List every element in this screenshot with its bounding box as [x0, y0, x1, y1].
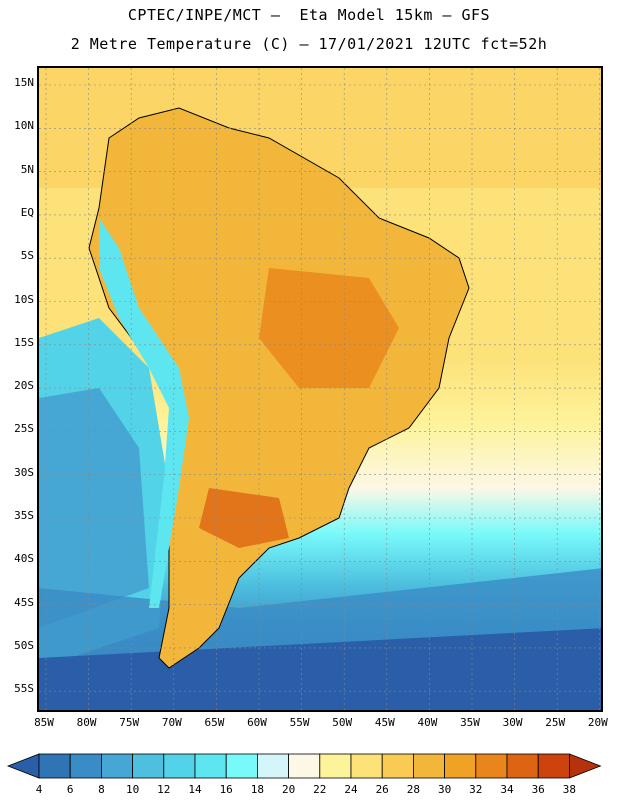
color-scale-bar [6, 753, 602, 779]
colorbar-tick-label: 22 [313, 783, 327, 796]
southern-ocean-deep [39, 628, 601, 710]
colorbar-segment [475, 753, 508, 779]
colorbar-segment [163, 753, 196, 779]
latitude-label: 20S [14, 379, 34, 393]
colorbar-segment [38, 753, 71, 779]
longitude-label: 30W [502, 716, 523, 729]
longitude-label: 25W [545, 716, 566, 729]
latitude-label: 55S [14, 682, 34, 696]
colorbar-segment [506, 753, 539, 779]
longitude-label: 75W [119, 716, 140, 729]
andes-cold-strip [99, 218, 189, 608]
longitude-label: 20W [587, 716, 608, 729]
colorbar-segment [319, 753, 352, 779]
colorbar-tick-label: 26 [375, 783, 389, 796]
colorbar-tick-label: 30 [437, 783, 452, 796]
latitude-label: 40S [14, 552, 34, 566]
latitude-label: 15S [14, 335, 34, 349]
colorbar-segment [381, 753, 414, 779]
latitude-label: 5N [20, 162, 34, 176]
longitude-label: 65W [204, 716, 225, 729]
colorbar-tick-label: 34 [500, 783, 514, 796]
longitude-label: 35W [460, 716, 480, 729]
colorbar-segment [350, 753, 383, 779]
map-panel [37, 66, 603, 712]
colorbar-tick-label: 28 [406, 783, 421, 796]
latitude-label: 50S [14, 638, 34, 652]
colorbar-tick-label: 16 [219, 783, 233, 796]
pacific-cold-core [39, 388, 149, 628]
colorbar-segment [537, 753, 570, 779]
longitude-label: 70W [161, 716, 182, 729]
latitude-label: 25S [14, 422, 34, 436]
colorbar-tick-label: 18 [250, 783, 265, 796]
colorbar-segment [444, 753, 477, 779]
colorbar-tick-label: 6 [66, 783, 74, 796]
colorbar-low-arrow [6, 753, 40, 779]
latitude-label: 15N [14, 76, 34, 89]
longitude-label: 60W [247, 716, 267, 729]
temperature-map [39, 68, 601, 710]
longitude-label: 80W [76, 716, 97, 729]
colorbar-tick-label: 38 [562, 783, 577, 796]
hot-interior [259, 268, 399, 388]
longitude-label: 40W [417, 716, 438, 729]
colorbar-segment [194, 753, 227, 779]
colorbar-tick-label: 8 [98, 783, 105, 796]
colorbar-tick-label: 32 [469, 783, 483, 796]
longitude-label: 50W [332, 716, 353, 729]
latitude-label: 30S [14, 465, 34, 479]
colorbar-segment [69, 753, 102, 779]
latitude-label: 45S [14, 595, 34, 609]
colorbar-tick-label: 12 [157, 783, 171, 796]
colorbar-high-arrow [569, 753, 602, 779]
longitude-label: 45W [374, 716, 395, 729]
colorbar-segment [288, 753, 321, 779]
colorbar-tick-label: 4 [35, 783, 43, 796]
colorbar-segment [132, 753, 165, 779]
colorbar-segment [101, 753, 134, 779]
map-title: CPTEC/INPE/MCT – Eta Model 15km – GFS [127, 6, 491, 24]
longitude-label: 55W [289, 716, 310, 729]
latitude-label: EQ [20, 205, 34, 219]
colorbar-tick-label: 20 [281, 783, 296, 796]
colorbar-segment [412, 753, 445, 779]
graticule [39, 68, 601, 710]
latitude-label: 35S [14, 509, 34, 522]
latitude-label: 10N [14, 119, 34, 133]
colorbar-tick-label: 36 [531, 783, 545, 796]
colorbar-tick-label: 24 [344, 783, 358, 796]
latitude-label: 10S [14, 292, 34, 306]
latitude-label: 5S [20, 249, 34, 263]
colorbar-segment [256, 753, 289, 779]
colorbar-tick-label: 14 [188, 783, 202, 796]
longitude-label: 85W [34, 716, 54, 729]
colorbar-segment [225, 753, 258, 779]
colorbar-tick-label: 10 [125, 783, 140, 796]
map-subtitle: 2 Metre Temperature (C) – 17/01/2021 12U… [70, 35, 548, 53]
